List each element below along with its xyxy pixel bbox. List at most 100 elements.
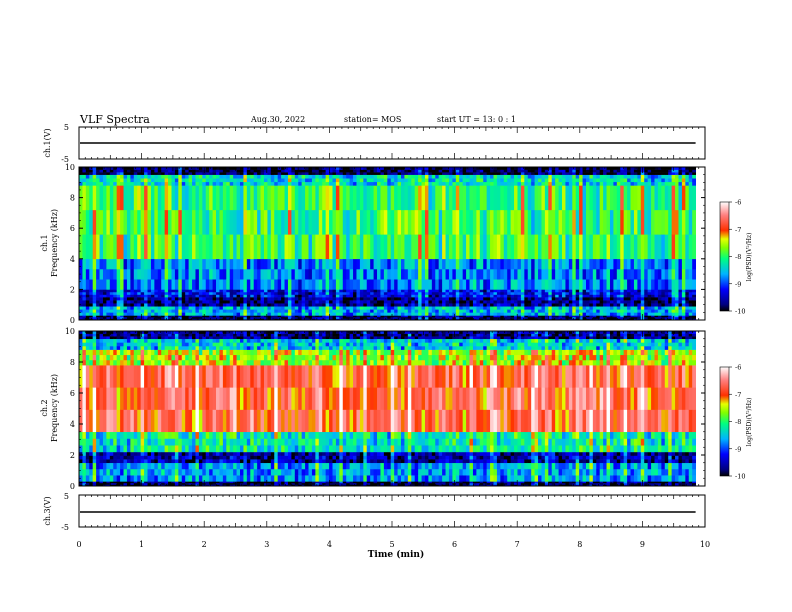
spectrogram-cell [287,312,292,316]
spectrogram-cell [89,438,94,446]
spectrogram-cell [661,318,666,321]
spectrogram-cell [195,300,200,304]
spectrogram-cell [692,312,697,316]
spectrogram-cell [520,167,525,170]
spectrogram-cell [651,289,655,293]
spectrogram-cell [493,318,498,321]
spectrogram-cell [466,318,470,321]
spectrogram-cell [325,279,330,290]
spectrogram-cell [294,294,299,298]
spectrogram-cell [678,312,683,316]
spectrogram-cell [82,338,87,343]
spectrogram-cell [606,167,611,170]
spectrogram-cell [469,178,474,183]
spectrogram-cell [640,178,645,183]
spectrogram-cell [514,209,518,235]
spectrogram-cell [246,167,251,170]
spectrogram-cell [192,291,196,295]
spectrogram-cell [428,167,433,170]
spectrogram-cell [140,291,145,295]
spectrogram-cell [116,309,121,313]
spectrogram-cell [253,209,258,235]
spectrogram-cell [479,316,484,319]
spectrogram-cell [654,294,659,298]
spectrogram-cell [404,185,409,211]
spectrogram-cell [469,269,474,280]
spectrogram-cell [520,297,525,301]
spectrogram-cell [424,297,429,301]
spectrogram-cell [483,291,488,295]
spectrogram-cell [202,209,207,235]
spectrogram-cell [609,289,614,293]
spectrogram-cell [229,174,234,179]
spectrogram-cell [678,294,683,298]
spectrogram-cell [315,167,320,170]
spectrogram-cell [318,234,323,260]
spectrogram-cell [339,297,344,301]
spectrogram-cell [174,178,179,183]
spectrogram-cell [318,258,323,270]
spectrogram-cell [657,174,662,179]
spectrogram-cell [267,174,272,179]
spectrogram-cell [96,209,100,235]
spectrogram-cell [657,269,662,280]
spectrogram-cell [685,306,690,310]
spectrogram-cell [377,209,381,235]
spectrogram-cell [390,181,395,186]
spectrogram-cell [267,316,272,319]
spectrogram-cell [582,172,587,175]
spectrogram-cell [192,178,196,183]
spectrogram-cell [171,169,176,173]
spectrogram-cell [99,294,104,298]
spectrogram-cell [692,297,697,301]
spectrogram-cell [380,174,385,179]
spectrogram-cell [668,234,673,260]
spectrogram-cell [644,167,649,170]
spectrogram-cell [414,318,419,321]
spectrogram-cell [692,306,697,310]
spectrogram-cell [438,172,443,175]
spectrogram-cell [157,174,162,179]
spectrogram-cell [89,387,94,410]
spectrogram-cell [373,297,378,301]
spectrogram-cell [616,178,621,183]
spectrogram-cell [171,181,176,186]
spectrogram-cell [99,181,104,186]
spectrogram-cell [301,303,306,307]
spectrogram-cell [366,181,371,186]
spectrogram-cell [154,289,159,293]
spectrogram-cell [144,309,148,313]
spectrogram-cell [79,306,83,310]
spectrogram-cell [565,309,570,313]
spectrogram-cell [178,279,183,290]
spectrogram-cell [633,309,638,313]
spectrogram-cell [161,291,166,295]
spectrogram-cell [397,312,402,316]
spectrogram-cell [253,294,258,298]
spectrogram-cell [366,312,371,316]
spectrogram-cell [606,279,611,290]
spectrogram-cell [568,303,573,307]
spectrogram-cell [579,297,583,301]
spectrogram-cell [534,306,539,310]
spectrogram-cell [270,279,275,290]
spectrogram-cell [466,258,470,270]
spectrogram-cell [154,303,159,307]
spectrogram-cell [349,209,354,235]
spectrogram-cell [548,258,553,270]
spectrogram-cell [671,291,676,295]
spectrogram-cell [448,312,453,316]
spectrogram-cell [654,303,659,307]
spectrogram-cell [681,306,686,310]
spectrogram-cell [212,312,217,316]
spectrogram-cell [681,172,686,175]
spectrogram-cell [342,291,347,295]
spectrogram-cell [85,312,90,316]
spectrogram-cell [243,294,248,298]
spectrogram-cell [551,297,556,301]
spectrogram-cell [661,300,666,304]
spectrogram-cell [681,209,686,235]
spectrogram-cell [335,185,340,211]
spectrogram-cell [599,289,604,293]
spectrogram-cell [106,315,111,318]
